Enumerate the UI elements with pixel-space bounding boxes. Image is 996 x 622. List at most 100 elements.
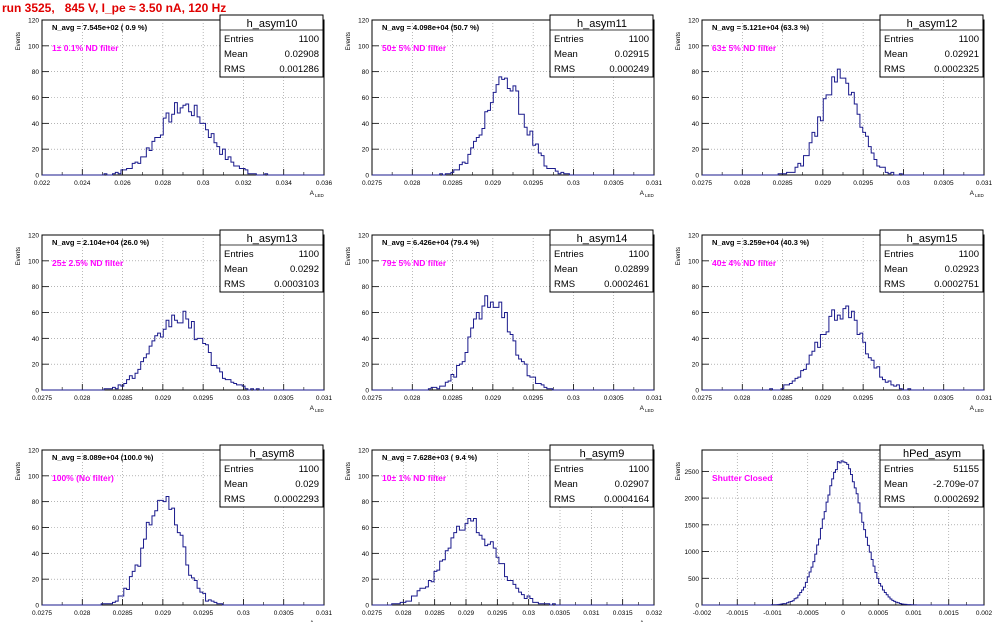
filter-text: Shutter Closed (712, 473, 772, 483)
x-tick-label: 0.031 (316, 610, 333, 617)
stat-label-mean: Mean (884, 479, 908, 490)
stat-value-mean: 0.02899 (615, 264, 649, 275)
x-tick-label: 0.03 (567, 395, 580, 402)
y-tick-label: 0 (35, 173, 39, 180)
x-axis-label-subscript: LED (975, 408, 985, 413)
histogram-title: h_asym15 (907, 233, 958, 245)
y-tick-label: 0 (35, 603, 39, 610)
x-tick-label: -0.0015 (726, 610, 748, 617)
histogram-series (702, 305, 984, 391)
y-tick-label: 100 (688, 258, 699, 265)
stats-box (219, 229, 324, 293)
histogram-panel-h_asym8: 0.0275 0.028 0.0285 0.029 0.0295 0.03 0.0305 0.… (16, 444, 333, 622)
x-tick-label: 0.0305 (550, 610, 570, 617)
histogram-title: h_asym12 (907, 18, 958, 30)
y-tick-label: 0 (365, 603, 369, 610)
y-tick-label: 100 (28, 473, 39, 480)
x-tick-label: 0.0275 (362, 610, 382, 617)
stat-label-entries: Entries (884, 249, 914, 260)
stat-value-rms: 0.0004164 (604, 494, 649, 505)
stat-label-rms: RMS (554, 279, 575, 290)
y-tick-label: 60 (32, 95, 40, 102)
stats-box (549, 229, 654, 293)
stat-value-entries: 1100 (629, 464, 649, 475)
stat-value-rms: 0.000249 (609, 64, 649, 75)
x-tick-label: 0.029 (155, 610, 172, 617)
y-tick-label: 80 (362, 499, 370, 506)
x-tick-label: 0.0315 (613, 610, 633, 617)
y-tick-label: 0 (695, 603, 699, 610)
stats-box (879, 14, 984, 78)
y-tick-label: 60 (32, 310, 40, 317)
x-tick-label: 0.03 (237, 610, 250, 617)
y-tick-label: 20 (692, 362, 700, 369)
y-tick-label: 0 (695, 388, 699, 395)
stat-label-entries: Entries (554, 249, 584, 260)
x-axis-label-subscript: LED (645, 193, 655, 198)
stats-box (219, 14, 324, 78)
y-tick-label: 80 (32, 284, 40, 291)
x-tick-label: 0.0295 (487, 610, 507, 617)
x-tick-label: 0.0295 (193, 395, 213, 402)
y-tick-label: 40 (32, 121, 40, 128)
x-tick-label: 0.0275 (362, 395, 382, 402)
y-tick-label: 100 (358, 473, 369, 480)
stat-value-entries: 1100 (629, 249, 649, 260)
y-tick-label: 20 (32, 362, 40, 369)
stat-value-mean: 0.02908 (285, 49, 319, 60)
x-tick-label: 0.031 (976, 395, 993, 402)
x-tick-label: 0.029 (155, 395, 172, 402)
stat-label-rms: RMS (224, 279, 245, 290)
stat-label-rms: RMS (554, 64, 575, 75)
histogram-series (702, 68, 984, 176)
y-tick-label: 0 (695, 173, 699, 180)
n-avg-text: N_avg = 6.426e+04 (79.4 %) (382, 238, 480, 247)
y-tick-label: 80 (362, 284, 370, 291)
y-tick-label: 60 (692, 95, 700, 102)
stat-value-entries: 51155 (953, 464, 979, 475)
histogram-series (372, 295, 654, 391)
x-axis-label: A (310, 190, 315, 197)
x-tick-label: 0.0275 (692, 180, 712, 187)
stat-value-rms: 0.001286 (279, 64, 319, 75)
histogram-series (42, 496, 324, 606)
y-tick-label: 120 (688, 18, 699, 25)
x-tick-label: -0.0005 (797, 610, 819, 617)
y-axis-label: Events (676, 32, 682, 50)
histogram-series (372, 76, 654, 176)
x-tick-label: 0.028 (155, 180, 172, 187)
x-tick-label: 0.0305 (274, 610, 294, 617)
y-axis-label: Events (16, 32, 22, 50)
stat-value-entries: 1100 (299, 464, 319, 475)
histogram-series (372, 517, 654, 606)
stats-box (879, 444, 984, 508)
stat-label-entries: Entries (554, 464, 584, 475)
y-tick-label: 80 (692, 69, 700, 76)
x-tick-label: 0.028 (734, 180, 751, 187)
y-tick-label: 40 (362, 551, 370, 558)
filter-text: 100% (No filter) (52, 473, 114, 483)
stat-value-entries: 1100 (629, 34, 649, 45)
y-tick-label: 500 (688, 576, 699, 583)
stat-label-rms: RMS (884, 64, 905, 75)
x-tick-label: 0.0305 (274, 395, 294, 402)
x-tick-label: 0.0285 (113, 395, 133, 402)
stat-label-entries: Entries (884, 34, 914, 45)
x-tick-label: 0.002 (976, 610, 993, 617)
x-tick-label: 0.034 (276, 180, 293, 187)
histogram-panel-h_asym9: 0.0275 0.028 0.0285 0.029 0.0295 0.03 0.0305 0.… (346, 444, 663, 622)
stat-value-mean: 0.02915 (615, 49, 649, 60)
x-tick-label: 0.0295 (853, 395, 873, 402)
histogram-panel-h_asym13: 0.0275 0.028 0.0285 0.029 0.0295 0.03 0.0305 0.… (16, 229, 333, 413)
filter-text: 1± 0.1% ND filter (52, 43, 119, 53)
x-tick-label: 0.0285 (773, 395, 793, 402)
y-tick-label: 100 (358, 43, 369, 50)
x-tick-label: 0.001 (905, 610, 922, 617)
y-tick-label: 2000 (685, 496, 700, 503)
y-tick-label: 40 (32, 551, 40, 558)
x-tick-label: 0.03 (197, 180, 210, 187)
x-tick-label: 0.0285 (113, 610, 133, 617)
y-tick-label: 40 (692, 336, 700, 343)
x-tick-label: 0.022 (34, 180, 51, 187)
x-tick-label: 0.032 (646, 610, 663, 617)
